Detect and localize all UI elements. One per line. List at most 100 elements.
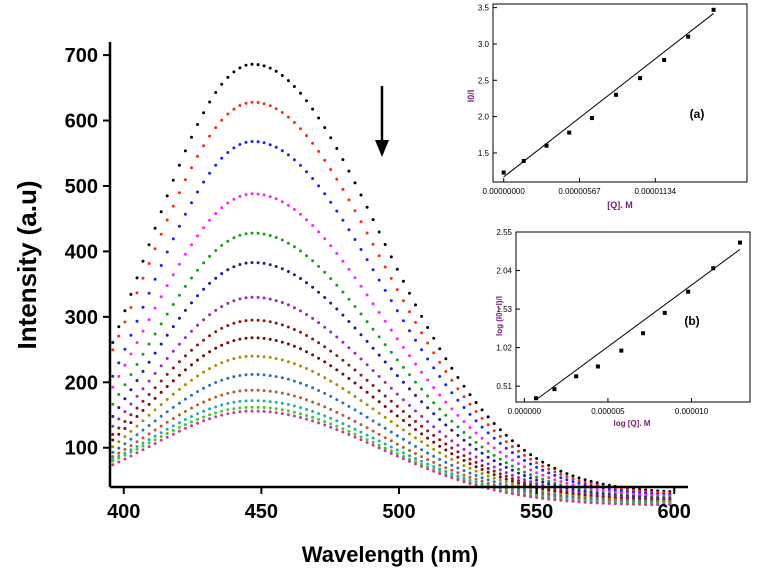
data-point — [244, 319, 248, 323]
data-point — [389, 350, 393, 354]
data-point — [171, 379, 175, 383]
data-point — [414, 444, 417, 448]
data-point — [262, 261, 266, 265]
data-point — [577, 500, 581, 504]
data-point — [274, 357, 278, 360]
data-point — [432, 412, 436, 416]
data-point — [280, 323, 284, 327]
inset-b-ticks: 0.000000 0.000005 0.000010 0.51 1.02 1.53 2.04… — [496, 228, 708, 416]
data-point — [129, 437, 133, 441]
data-point — [153, 351, 157, 355]
data-point — [389, 255, 393, 259]
data-point — [305, 170, 308, 174]
data-point — [480, 425, 484, 429]
data-point — [438, 472, 442, 475]
data-point — [220, 118, 224, 122]
data-point — [383, 415, 387, 419]
data-point — [395, 404, 399, 408]
data-point — [535, 475, 539, 479]
data-point — [226, 341, 230, 345]
data-point — [438, 463, 442, 467]
data-point — [474, 455, 478, 459]
data-point — [541, 480, 545, 484]
data-point — [268, 263, 272, 267]
data-point — [256, 295, 260, 299]
data-point — [171, 178, 175, 182]
data-point — [311, 386, 315, 390]
data-point — [190, 301, 193, 305]
data-point — [159, 232, 163, 236]
data-point — [335, 177, 339, 181]
data-point — [444, 413, 448, 417]
data-point — [353, 351, 357, 355]
data-point — [444, 400, 448, 404]
data-point — [262, 406, 266, 409]
data-point — [208, 281, 212, 285]
data-point — [183, 368, 187, 372]
data-point — [480, 445, 484, 449]
data-point — [523, 465, 526, 469]
data-point — [159, 364, 163, 368]
data-point — [286, 79, 290, 83]
data-point — [202, 111, 206, 115]
data-point — [165, 218, 169, 222]
data-point — [329, 330, 333, 334]
data-point — [153, 332, 157, 336]
data-point — [111, 463, 115, 467]
data-point — [286, 392, 290, 396]
data-point — [208, 171, 212, 175]
data-point — [359, 312, 363, 316]
data-point — [165, 284, 169, 288]
data-point — [250, 354, 254, 358]
data-point — [347, 429, 351, 433]
data-point — [486, 478, 490, 482]
data-point — [438, 360, 442, 364]
data-point — [129, 373, 133, 377]
data-point — [444, 466, 448, 470]
data-point — [535, 465, 539, 469]
data-point — [638, 76, 643, 81]
data-point — [432, 440, 436, 444]
data-point — [486, 431, 490, 435]
data-point — [408, 387, 411, 391]
data-point — [474, 477, 478, 481]
data-point — [311, 369, 315, 373]
data-point — [619, 348, 624, 353]
data-point — [323, 158, 327, 162]
data-point — [377, 446, 381, 450]
data-point — [274, 375, 278, 379]
data-point — [607, 487, 611, 491]
data-point — [183, 252, 187, 256]
data-point — [299, 364, 302, 368]
data-point — [220, 393, 224, 397]
data-point — [177, 373, 181, 377]
data-point — [226, 75, 230, 79]
data-point — [383, 426, 387, 430]
data-point — [262, 141, 266, 145]
data-point — [371, 395, 375, 399]
data-point — [619, 502, 623, 506]
inset-a-label: (a) — [690, 107, 705, 121]
data-point — [299, 277, 302, 280]
data-point — [359, 284, 363, 288]
data-point — [632, 502, 635, 506]
data-point — [244, 193, 248, 197]
data-point — [292, 121, 296, 124]
data-point — [498, 428, 502, 432]
data-point — [641, 331, 646, 336]
data-point — [420, 440, 424, 444]
data-point — [292, 394, 296, 398]
data-point — [353, 305, 357, 308]
data-point — [535, 496, 539, 500]
data-point — [280, 200, 284, 204]
data-point — [389, 439, 393, 443]
data-point — [214, 276, 218, 280]
data-point — [250, 140, 254, 143]
data-point — [450, 458, 454, 461]
data-point — [123, 363, 127, 367]
data-point — [141, 419, 145, 423]
data-point — [353, 368, 357, 372]
data-point — [159, 295, 163, 299]
data-point — [117, 417, 121, 421]
data-point — [317, 389, 321, 392]
